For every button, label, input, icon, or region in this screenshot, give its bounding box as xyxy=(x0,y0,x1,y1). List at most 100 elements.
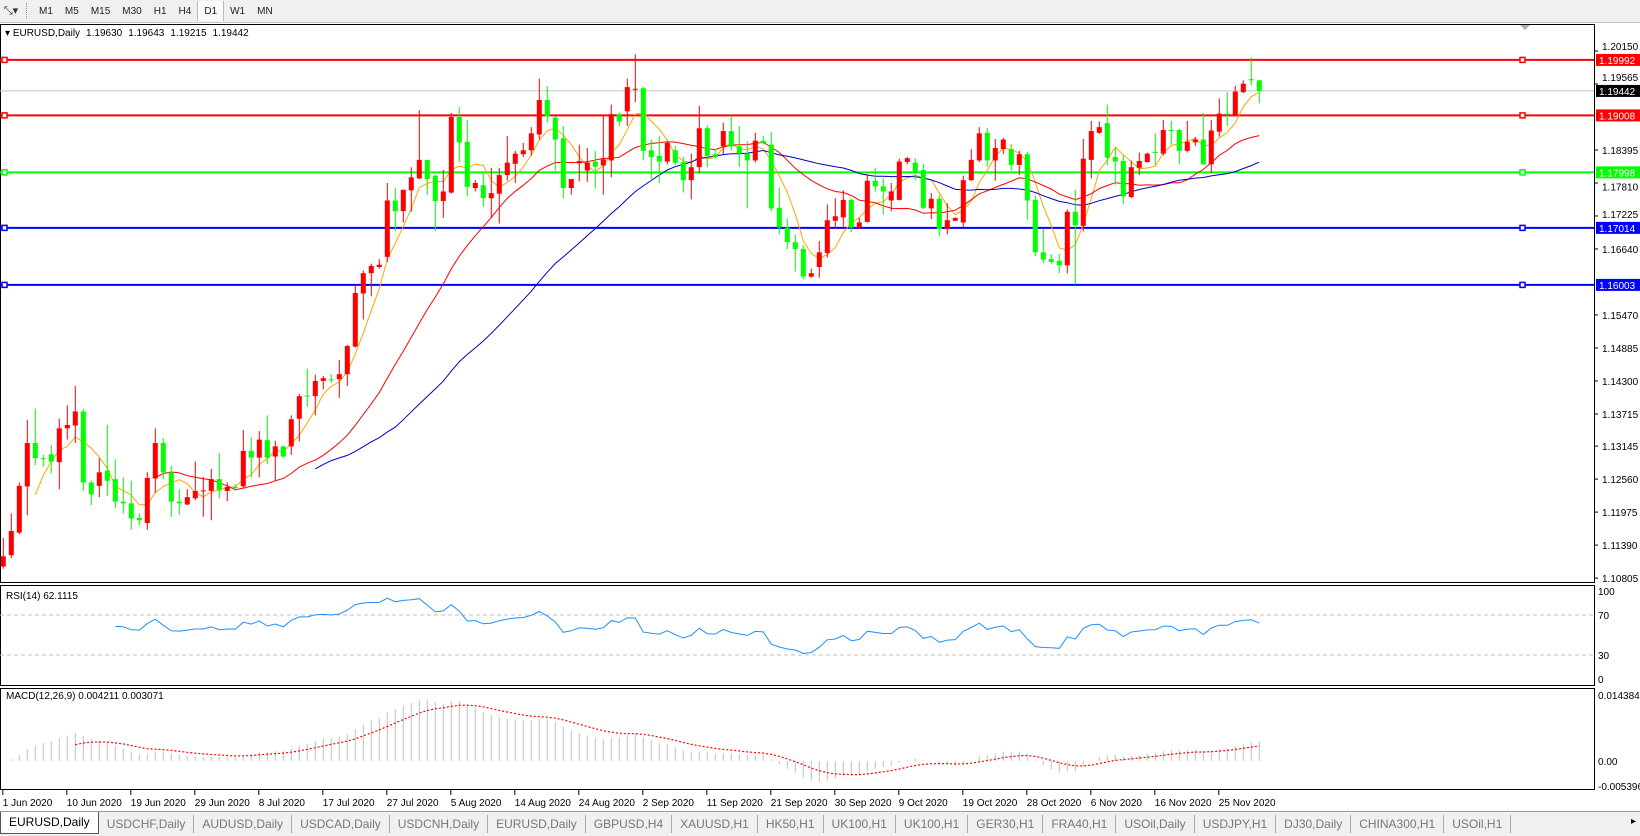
candle[interactable] xyxy=(856,217,862,229)
candle[interactable] xyxy=(408,167,414,212)
candle[interactable] xyxy=(1096,121,1102,134)
candle[interactable] xyxy=(1128,160,1134,199)
candle[interactable] xyxy=(648,139,654,180)
chart-tab[interactable]: GBPUSD,H4 xyxy=(586,815,673,833)
candle[interactable] xyxy=(1016,150,1022,176)
candle[interactable] xyxy=(624,78,630,127)
candle[interactable] xyxy=(1232,85,1238,116)
level-handle-right[interactable] xyxy=(1519,281,1526,289)
candle[interactable] xyxy=(536,78,542,140)
chart-tab[interactable]: CHINA300,H1 xyxy=(1351,815,1445,833)
level-handle-right[interactable] xyxy=(1519,169,1526,176)
candle[interactable] xyxy=(504,136,510,181)
candle[interactable] xyxy=(8,513,14,559)
candle[interactable] xyxy=(760,135,766,145)
chart-tab[interactable]: HK50,H1 xyxy=(758,815,824,833)
candle[interactable] xyxy=(952,217,958,222)
candle[interactable] xyxy=(976,127,982,163)
candle[interactable] xyxy=(808,268,814,278)
chart-tab[interactable]: EURUSD,Daily xyxy=(488,815,586,833)
candle[interactable] xyxy=(184,489,190,506)
candle[interactable] xyxy=(1160,119,1166,156)
timeframe-mn-button[interactable]: MN xyxy=(257,5,273,17)
candle[interactable] xyxy=(888,182,894,212)
candle[interactable] xyxy=(168,466,174,517)
chart-tab[interactable]: USDCHF,Daily xyxy=(99,815,195,833)
candle[interactable] xyxy=(416,110,422,180)
chart-shift-icon[interactable] xyxy=(1520,25,1530,30)
candle[interactable] xyxy=(752,132,758,163)
candle[interactable] xyxy=(248,437,254,478)
candle[interactable] xyxy=(320,375,326,390)
candle[interactable] xyxy=(32,408,38,465)
candle[interactable] xyxy=(88,480,94,506)
chart-tab[interactable]: EURUSD,Daily xyxy=(0,811,99,834)
candle[interactable] xyxy=(1256,79,1262,104)
candle[interactable] xyxy=(368,263,374,297)
chart-canvas[interactable]: ▾ EURUSD,Daily 1.19630 1.19643 1.19215 1.194… xyxy=(0,0,1640,811)
candle[interactable] xyxy=(592,150,598,189)
timeframe-m30-button[interactable]: M30 xyxy=(122,5,142,17)
candle[interactable] xyxy=(616,112,622,127)
candle[interactable] xyxy=(344,344,350,387)
crosshair-dropdown-icon[interactable]: ⤡▾ xyxy=(3,5,19,17)
candle[interactable] xyxy=(1248,57,1254,86)
candle[interactable] xyxy=(736,126,742,168)
candle[interactable] xyxy=(552,116,558,171)
candle[interactable] xyxy=(1040,228,1046,264)
candle[interactable] xyxy=(128,480,134,530)
candle[interactable] xyxy=(848,198,854,233)
candle[interactable] xyxy=(712,149,718,159)
candle[interactable] xyxy=(72,386,78,443)
candle[interactable] xyxy=(688,153,694,200)
chart-tab[interactable]: UK100,H1 xyxy=(824,815,896,833)
timeframe-d1-button[interactable]: D1 xyxy=(197,1,225,21)
level-handle-right[interactable] xyxy=(1519,56,1526,64)
candle[interactable] xyxy=(1144,152,1150,163)
candle[interactable] xyxy=(104,424,110,497)
candle[interactable] xyxy=(160,437,166,480)
candle[interactable] xyxy=(280,445,286,459)
candle[interactable] xyxy=(272,440,278,481)
candle[interactable] xyxy=(1048,254,1054,264)
chart-tab[interactable]: UK100,H1 xyxy=(896,815,969,833)
candle[interactable] xyxy=(904,157,910,165)
candle[interactable] xyxy=(784,218,790,249)
candle[interactable] xyxy=(792,234,798,272)
candle[interactable] xyxy=(360,270,366,320)
timeframe-h4-button[interactable]: H4 xyxy=(178,5,192,17)
candle[interactable] xyxy=(816,241,822,278)
candle[interactable] xyxy=(1152,133,1158,166)
candle[interactable] xyxy=(488,167,494,218)
level-handle-left[interactable] xyxy=(1,56,8,64)
candle[interactable] xyxy=(192,461,198,500)
candle[interactable] xyxy=(456,106,462,163)
level-handle-left[interactable] xyxy=(1,281,8,289)
candle[interactable] xyxy=(312,374,318,416)
chart-tab[interactable]: USOil,H1 xyxy=(1444,815,1512,833)
candle[interactable] xyxy=(1064,209,1070,274)
candle[interactable] xyxy=(328,374,334,383)
candle[interactable] xyxy=(56,418,62,490)
candle[interactable] xyxy=(960,175,966,227)
candle[interactable] xyxy=(232,484,238,491)
candle[interactable] xyxy=(936,195,942,236)
candle[interactable] xyxy=(1088,120,1094,179)
candle[interactable] xyxy=(288,415,294,455)
chart-tab[interactable]: FRA40,H1 xyxy=(1043,815,1117,833)
candle[interactable] xyxy=(880,178,886,215)
candle[interactable] xyxy=(520,142,526,158)
candle[interactable] xyxy=(864,173,870,223)
candle[interactable] xyxy=(768,132,774,212)
tab-scroll-right-icon[interactable]: ▸ xyxy=(1630,816,1636,827)
candle[interactable] xyxy=(696,105,702,174)
candle[interactable] xyxy=(296,393,302,442)
candle[interactable] xyxy=(1216,98,1222,137)
candle[interactable] xyxy=(96,458,102,498)
candle[interactable] xyxy=(448,113,454,194)
candle[interactable] xyxy=(704,125,710,168)
chart-tab[interactable]: USDCNH,Daily xyxy=(390,815,489,833)
candle[interactable] xyxy=(64,405,70,440)
candle[interactable] xyxy=(744,141,750,209)
candle[interactable] xyxy=(944,203,950,235)
